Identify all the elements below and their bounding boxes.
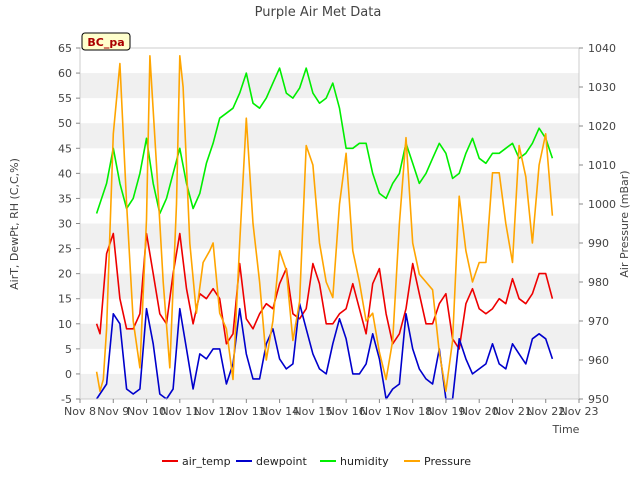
x-tick-label: Nov 11 <box>160 405 199 418</box>
series-line-dewpoint <box>95 302 554 400</box>
y-right-axis-label: Air Pressure (mBar) <box>618 170 631 277</box>
y-left-axis-label: AirT, DewPt, RH (C,C,%) <box>8 158 21 290</box>
y-left-tick-label: 35 <box>58 192 72 205</box>
legend-label-air-temp: air_temp <box>182 455 231 468</box>
y-left-tick-label: 0 <box>65 368 72 381</box>
grid-band <box>80 223 579 249</box>
grid-band <box>80 373 579 399</box>
y-left-tick-label: -5 <box>61 393 72 406</box>
y-right-tick-label: 1030 <box>588 81 616 94</box>
site-badge-label: BC_pa <box>87 36 124 49</box>
y-left-tick-label: 40 <box>58 167 72 180</box>
series-line-humidity <box>95 67 554 215</box>
series-lines <box>95 54 554 400</box>
y-left-tick-label: 5 <box>65 343 72 356</box>
y-right-tick-label: 960 <box>588 354 609 367</box>
y-right-tick-labels: 950 960 970 980 990 1000 1010 1020 1030 1040 <box>579 42 616 406</box>
y-left-tick-labels: -5 0 5 10 15 20 25 30 35 40 45 50 55 60 65 <box>58 42 80 406</box>
x-tick-label: Nov 21 <box>493 405 532 418</box>
y-left-tick-label: 65 <box>58 42 72 55</box>
x-tick-label: Nov 15 <box>293 405 332 418</box>
y-right-tick-label: 970 <box>588 315 609 328</box>
y-right-tick-label: 1000 <box>588 198 616 211</box>
grid-band <box>80 73 579 99</box>
x-tick-label: Nov 22 <box>526 405 565 418</box>
x-tick-label: Nov 8 <box>64 405 96 418</box>
grid-band <box>80 173 579 199</box>
chart-title: Purple Air Met Data <box>255 5 382 20</box>
y-left-tick-label: 30 <box>58 218 72 231</box>
series-line-pressure <box>95 54 554 393</box>
x-tick-label: Nov 19 <box>426 405 465 418</box>
y-right-tick-label: 1020 <box>588 120 616 133</box>
background-bands <box>80 48 579 399</box>
x-tick-label: Nov 10 <box>127 405 166 418</box>
y-right-tick-label: 1040 <box>588 42 616 55</box>
x-tick-label: Nov 13 <box>227 405 266 418</box>
y-left-tick-label: 50 <box>58 117 72 130</box>
x-tick-label: Nov 9 <box>97 405 129 418</box>
x-tick-label: Nov 18 <box>393 405 432 418</box>
y-left-tick-label: 60 <box>58 67 72 80</box>
x-tick-label: Nov 20 <box>460 405 499 418</box>
y-left-tick-label: 55 <box>58 92 72 105</box>
y-left-tick-label: 20 <box>58 268 72 281</box>
x-tick-label: Nov 17 <box>360 405 399 418</box>
y-right-tick-label: 980 <box>588 276 609 289</box>
series-line-air-temp <box>95 232 554 350</box>
y-left-tick-label: 15 <box>58 293 72 306</box>
y-left-tick-label: 45 <box>58 142 72 155</box>
legend-label-dewpoint: dewpoint <box>256 455 307 468</box>
y-right-tick-label: 950 <box>588 393 609 406</box>
x-axis-label: Time <box>552 423 580 436</box>
x-tick-label: Nov 14 <box>260 405 299 418</box>
site-badge: BC_pa <box>81 32 131 51</box>
x-tick-label: Nov 23 <box>560 405 599 418</box>
x-tick-label: Nov 12 <box>194 405 233 418</box>
x-tick-label: Nov 16 <box>327 405 366 418</box>
y-right-tick-label: 1010 <box>588 159 616 172</box>
y-left-tick-label: 25 <box>58 243 72 256</box>
y-right-tick-label: 990 <box>588 237 609 250</box>
legend: air_temp dewpoint humidity Pressure <box>162 455 471 468</box>
legend-label-humidity: humidity <box>340 455 389 468</box>
grid-band <box>80 123 579 149</box>
y-left-tick-label: 10 <box>58 318 72 331</box>
legend-label-pressure: Pressure <box>424 455 471 468</box>
grid-band <box>80 323 579 349</box>
